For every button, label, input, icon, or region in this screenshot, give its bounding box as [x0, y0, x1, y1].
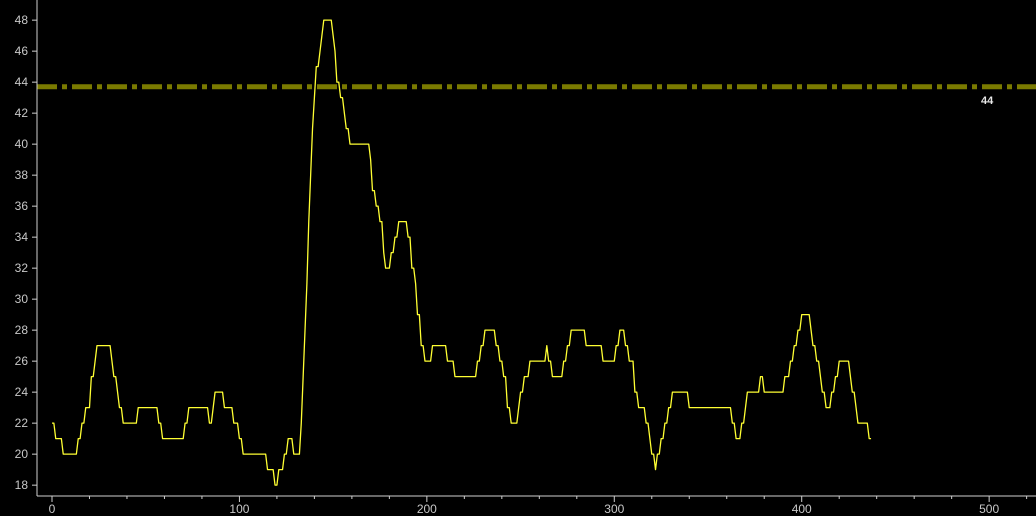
y-tick-label: 48: [15, 13, 29, 27]
y-tick-label: 34: [15, 230, 29, 244]
y-tick-label: 24: [15, 385, 29, 399]
y-tick-label: 30: [15, 292, 29, 306]
y-tick-label: 26: [15, 354, 29, 368]
x-tick-label: 200: [417, 502, 437, 516]
x-tick-label: 400: [792, 502, 812, 516]
y-tick-label: 42: [15, 106, 29, 120]
y-tick-label: 46: [15, 44, 29, 58]
y-tick-label: 38: [15, 168, 29, 182]
y-tick-label: 28: [15, 323, 29, 337]
reference-line-layer: 44: [37, 84, 1036, 107]
y-tick-label: 32: [15, 261, 29, 275]
series-line: [51, 19, 872, 486]
y-tick-label: 40: [15, 137, 29, 151]
x-tick-label: 300: [604, 502, 624, 516]
x-tick-label: 100: [229, 502, 249, 516]
x-tick-label: 0: [49, 502, 56, 516]
reference-line-label: 44: [981, 95, 994, 107]
y-tick-label: 44: [15, 75, 29, 89]
y-tick-label: 36: [15, 199, 29, 213]
series-layer: [51, 19, 872, 486]
y-tick-label: 20: [15, 447, 29, 461]
y-tick-label: 18: [15, 478, 29, 492]
y-tick-label: 22: [15, 416, 29, 430]
axes: 18 20 22 24 26 28 30 32 34 36 38 40 42 44 46 48 0 100 200 3…: [15, 0, 1036, 516]
x-tick-label: 500: [979, 502, 999, 516]
